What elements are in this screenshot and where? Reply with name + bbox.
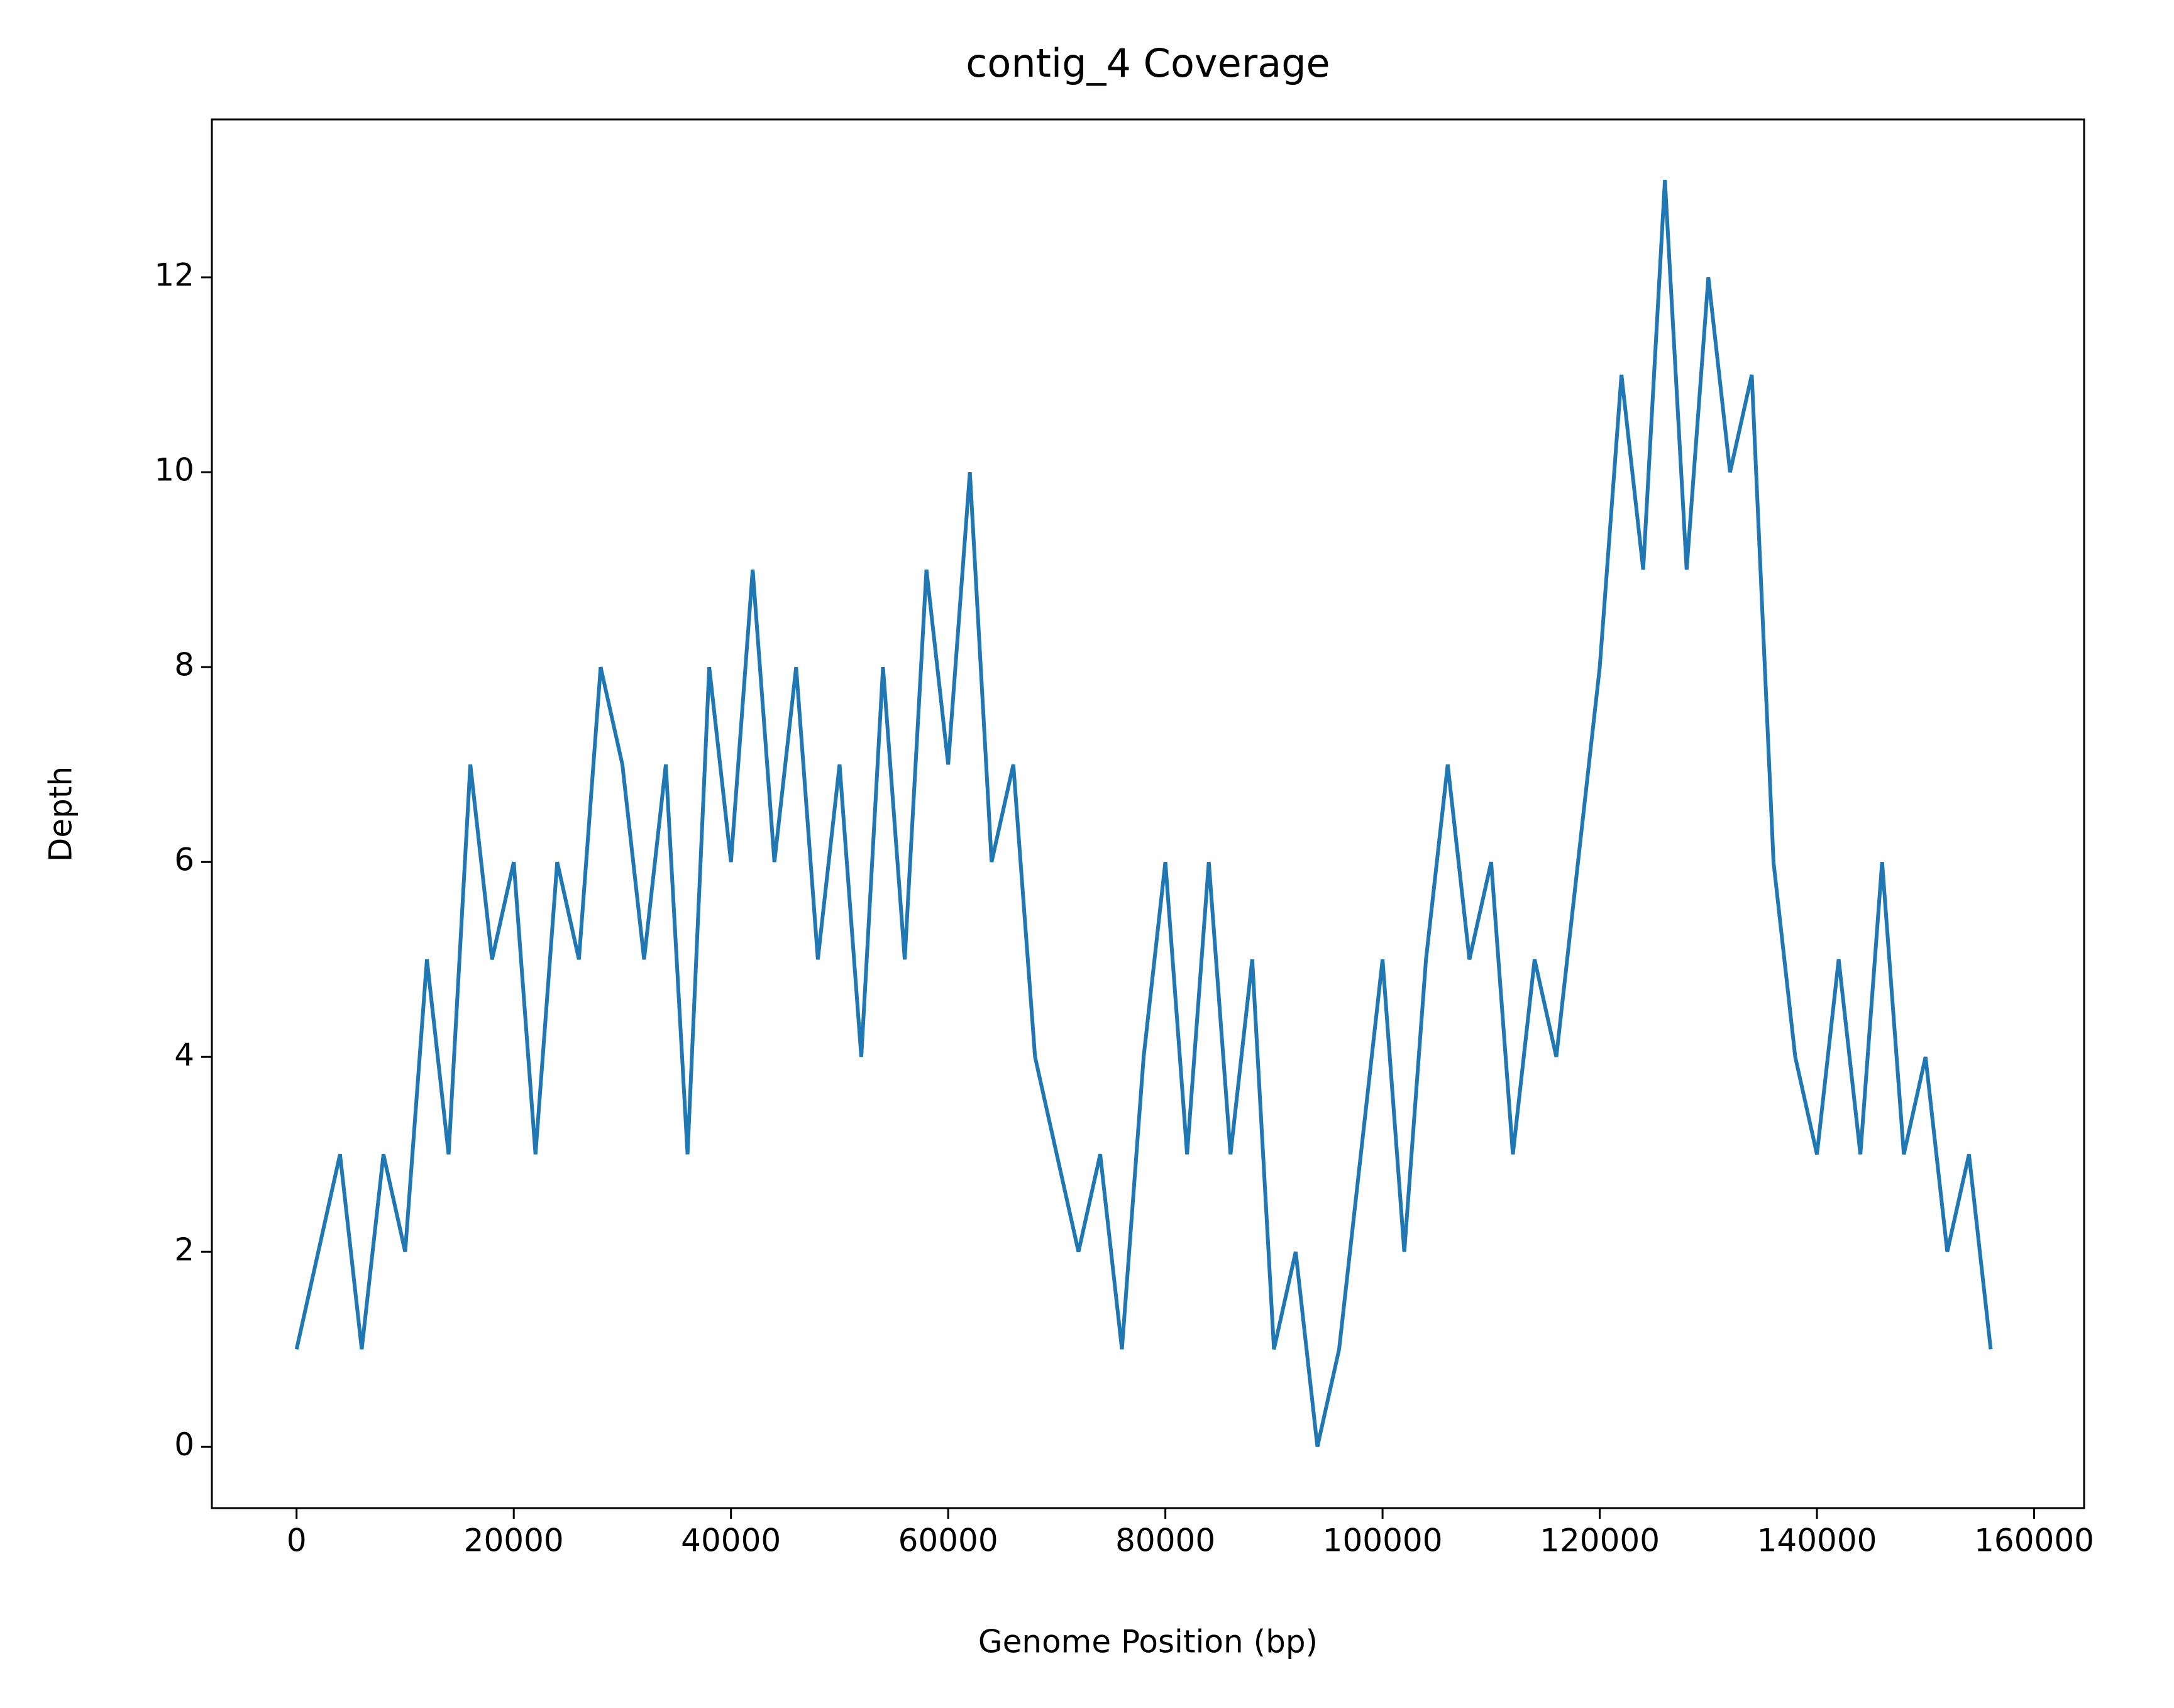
y-tick-label: 4	[174, 1037, 194, 1073]
x-tick-label: 80000	[1115, 1523, 1215, 1559]
y-tick-label: 2	[174, 1231, 194, 1268]
y-tick-label: 0	[174, 1426, 194, 1463]
y-tick-label: 8	[174, 647, 194, 683]
x-tick-label: 40000	[681, 1523, 781, 1559]
y-tick-label: 12	[154, 257, 194, 294]
x-tick-label: 0	[287, 1523, 307, 1559]
y-axis-label: Depth	[43, 766, 79, 862]
x-tick-label: 60000	[898, 1523, 998, 1559]
x-tick-label: 20000	[464, 1523, 564, 1559]
x-axis-label: Genome Position (bp)	[978, 1624, 1318, 1660]
plot-frame	[211, 118, 2085, 1509]
y-tick-label: 10	[154, 452, 194, 488]
x-tick-label: 100000	[1323, 1523, 1443, 1559]
y-tick-label: 6	[174, 842, 194, 878]
x-tick-label: 120000	[1540, 1523, 1660, 1559]
x-tick-label: 140000	[1757, 1523, 1877, 1559]
chart-title: contig_4 Coverage	[966, 40, 1330, 86]
x-tick-label: 160000	[1974, 1523, 2094, 1559]
coverage-line	[294, 179, 1993, 1447]
